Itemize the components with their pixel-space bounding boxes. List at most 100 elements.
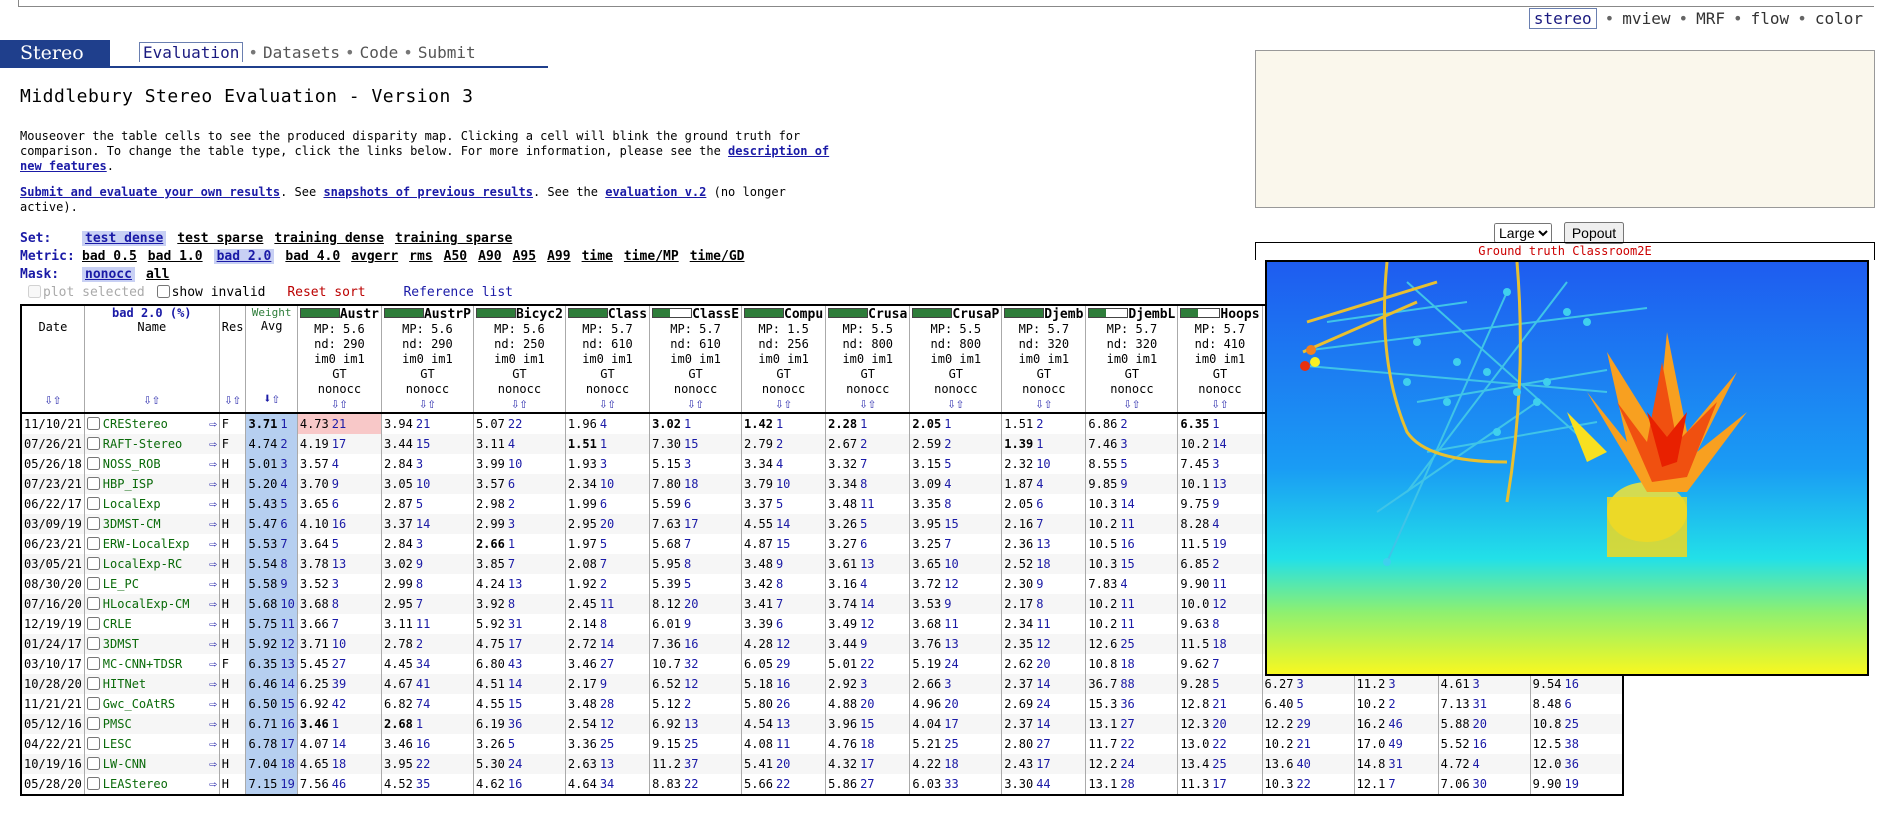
sort-arrows-icon[interactable]: ⇩⇧ [599,396,616,412]
result-cell[interactable]: 6.92 42 [296,694,382,714]
result-cell[interactable]: 1.87 4 [1001,474,1086,494]
sort-arrows-icon[interactable]: ⇩⇧ [330,396,348,412]
result-cell[interactable]: 9.85 9 [1085,474,1178,494]
image-links[interactable]: im0 im1 [758,352,809,366]
row-select-checkbox[interactable] [86,576,100,590]
result-cell[interactable]: 9.75 9 [1177,494,1263,514]
result-cell[interactable]: 3.70 9 [296,474,382,494]
result-cell[interactable]: 6.85 2 [1177,554,1263,574]
method-name-link[interactable]: RAFT-Stereo [102,436,183,451]
result-cell[interactable]: 5.52 16 [1437,734,1531,754]
description-textbox[interactable] [1255,50,1875,208]
result-cell[interactable]: 3.48 28 [564,694,650,714]
result-cell[interactable]: 10.8 25 [1529,714,1623,734]
dataset-column-header[interactable]: AustrP MP: 5.6 nd: 290 im0 im1 GT nonocc ⇩⇧ [380,305,474,413]
mask-option[interactable]: nonocc [82,267,135,282]
mask-link[interactable]: nonocc [1110,382,1154,396]
row-avg[interactable]: 5.58 9 [245,574,298,594]
result-cell[interactable]: 3.11 11 [380,614,474,634]
weight-bar[interactable] [567,308,608,318]
mask-link[interactable]: nonocc [405,382,450,396]
image-links[interactable]: im0 im1 [314,352,365,366]
result-cell[interactable]: 12.2 29 [1261,714,1354,734]
compare-icon[interactable]: ⇨ [208,456,217,472]
row-avg[interactable]: 4.74 2 [245,434,298,454]
result-cell[interactable]: 3.76 13 [909,634,1002,654]
result-cell[interactable]: 2.52 18 [1001,554,1086,574]
result-cell[interactable]: 3.30 44 [1001,774,1086,795]
result-cell[interactable]: 9.15 25 [649,734,742,754]
result-cell[interactable]: 10.2 11 [1085,594,1178,614]
result-cell[interactable]: 6.03 33 [909,774,1002,795]
plot-selected-checkbox[interactable] [28,285,41,298]
result-cell[interactable]: 4.55 15 [472,694,566,714]
result-cell[interactable]: 12.0 36 [1529,754,1623,774]
method-name-link[interactable]: MC-CNN+TDSR [102,656,183,671]
compare-icon[interactable]: ⇨ [208,756,217,772]
result-cell[interactable]: 9.28 5 [1177,674,1263,694]
result-cell[interactable]: 2.05 6 [1001,494,1086,514]
dataset-column-header[interactable]: CrusaP MP: 5.5 nd: 800 im0 im1 GT nonocc ⇩⇧ [909,305,1002,413]
result-cell[interactable]: 2.54 12 [564,714,650,734]
sort-arrows-icon[interactable]: ⇩⇧ [1123,396,1141,412]
result-cell[interactable]: 2.17 8 [1001,594,1086,614]
weight-bar[interactable] [828,308,869,318]
sort-arrows-icon[interactable]: ⇩⇧ [143,392,161,408]
result-cell[interactable]: 10.0 12 [1177,594,1263,614]
result-cell[interactable]: 4.65 18 [296,754,382,774]
result-cell[interactable]: 1.39 1 [1001,434,1086,454]
result-cell[interactable]: 3.68 11 [909,614,1002,634]
compare-icon[interactable]: ⇨ [208,436,217,452]
dataset-column-header[interactable]: Crusa MP: 5.5 nd: 800 im0 im1 GT nonocc ⇩⇧ [825,305,910,413]
result-cell[interactable]: 12.2 24 [1085,754,1178,774]
result-cell[interactable]: 4.72 4 [1437,754,1531,774]
method-name-link[interactable]: LocalExp [102,496,161,511]
compare-icon[interactable]: ⇨ [208,596,217,612]
row-select-checkbox[interactable] [86,496,100,510]
metric-option[interactable]: A50 [443,249,468,264]
result-cell[interactable]: 10.8 18 [1085,654,1178,674]
compare-icon[interactable]: ⇨ [208,736,217,752]
method-name-link[interactable]: LEAStereo [102,776,168,791]
method-name-link[interactable]: 3DMST [102,636,139,651]
top-nav-stereo[interactable]: stereo [1528,8,1597,29]
snapshots-link[interactable]: snapshots of previous results [323,185,533,199]
result-cell[interactable]: 3.49 12 [825,614,910,634]
result-cell[interactable]: 9.54 16 [1529,674,1623,694]
sort-arrows-icon[interactable]: ⇩⇧ [224,392,242,408]
weight-bar[interactable] [383,308,424,318]
image-links[interactable]: im0 im1 [930,352,982,366]
row-avg[interactable]: 5.54 8 [245,554,298,574]
result-cell[interactable]: 4.73 21 [296,413,382,434]
name-header[interactable]: bad 2.0 (%) Name ⇩⇧ [83,305,220,413]
metric-option[interactable]: time [581,249,613,264]
result-cell[interactable]: 2.84 3 [380,454,474,474]
result-cell[interactable]: 2.69 24 [1001,694,1086,714]
result-cell[interactable]: 7.30 15 [649,434,742,454]
dataset-column-header[interactable]: Austr MP: 5.6 nd: 290 im0 im1 GT nonocc ⇩⇧ [296,305,382,413]
row-avg[interactable]: 5.43 5 [245,494,298,514]
result-cell[interactable]: 8.48 6 [1529,694,1623,714]
metric-option[interactable]: time/GD [689,249,745,264]
weight-bar[interactable] [1088,308,1129,318]
result-cell[interactable]: 2.99 8 [380,574,474,594]
result-cell[interactable]: 11.5 19 [1177,534,1263,554]
result-cell[interactable]: 4.55 14 [741,514,826,534]
result-cell[interactable]: 4.51 14 [472,674,566,694]
size-select[interactable]: Large [1494,223,1552,243]
compare-icon[interactable]: ⇨ [208,696,217,712]
show-invalid-checkbox[interactable] [156,285,170,298]
top-nav-flow[interactable]: flow [1750,9,1790,28]
image-links[interactable]: im0 im1 [670,352,721,366]
row-select-checkbox[interactable] [86,476,100,490]
result-cell[interactable]: 2.62 20 [1001,654,1086,674]
result-cell[interactable]: 2.34 11 [1001,614,1086,634]
method-name-link[interactable]: Gwc_CoAtRS [102,696,176,711]
result-cell[interactable]: 3.44 9 [825,634,910,654]
row-select-checkbox[interactable] [86,676,100,690]
sort-arrows-icon[interactable]: ⇩⇧ [419,396,436,412]
result-cell[interactable]: 5.01 22 [825,654,910,674]
result-cell[interactable]: 12.5 38 [1529,734,1623,754]
result-cell[interactable]: 3.65 6 [296,494,382,514]
